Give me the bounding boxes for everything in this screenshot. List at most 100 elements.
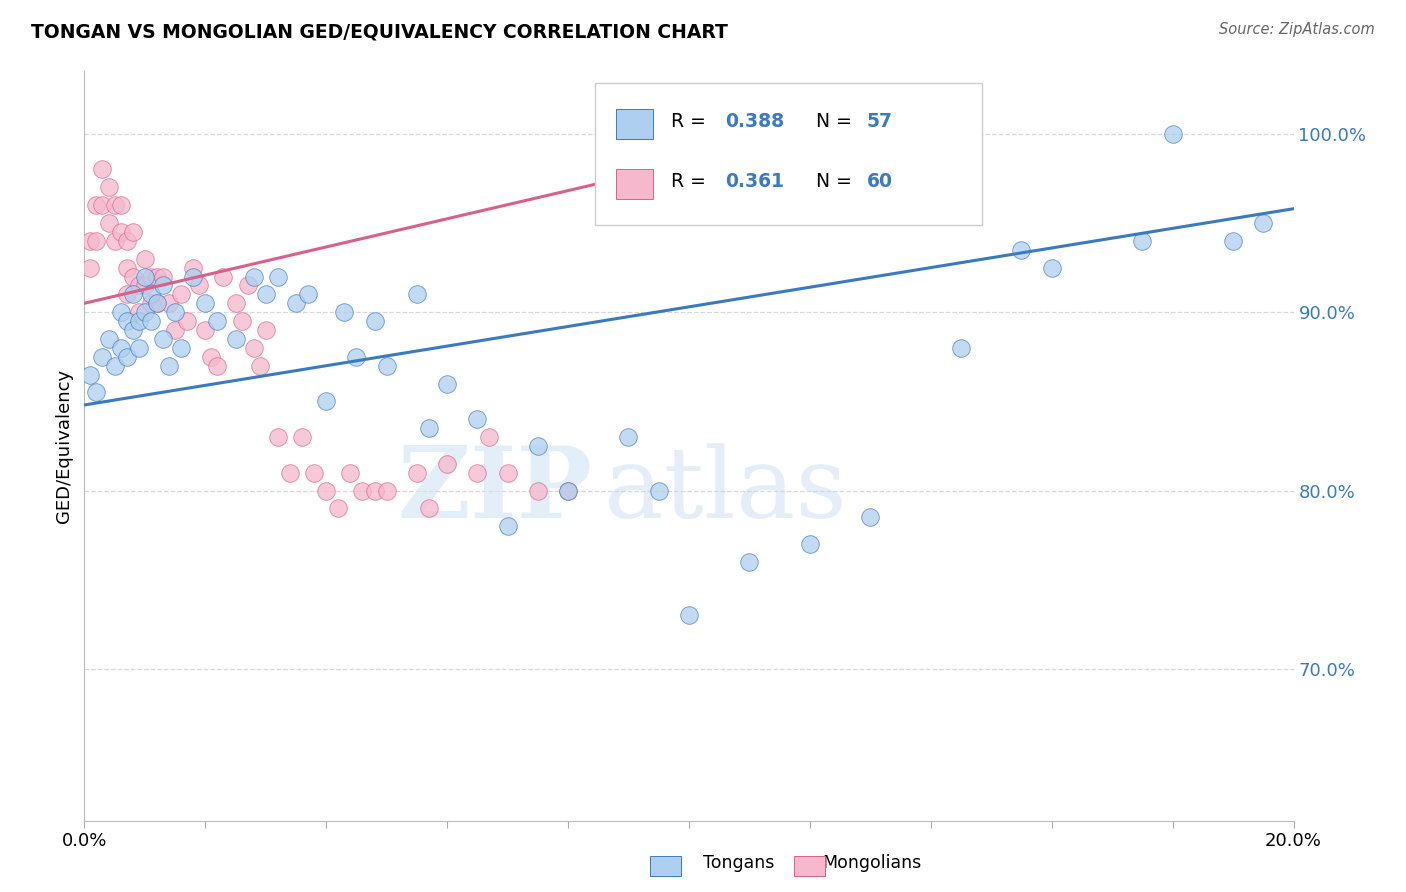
- Point: [181, 269, 204, 284]
- Point: [467, 466, 489, 480]
- Point: [254, 323, 277, 337]
- Point: [128, 314, 150, 328]
- Point: [478, 430, 501, 444]
- Point: [236, 278, 259, 293]
- Point: [165, 323, 187, 337]
- Point: [121, 225, 143, 239]
- Point: [527, 483, 550, 498]
- Point: [375, 483, 398, 498]
- Point: [375, 359, 398, 373]
- Point: [139, 287, 162, 301]
- Point: [146, 296, 169, 310]
- Point: [1040, 260, 1063, 275]
- Text: R =: R =: [671, 172, 711, 191]
- Text: 0.388: 0.388: [725, 112, 785, 131]
- Point: [134, 269, 156, 284]
- Point: [194, 323, 217, 337]
- Point: [254, 287, 277, 301]
- Point: [115, 350, 138, 364]
- Point: [115, 260, 138, 275]
- Point: [242, 341, 264, 355]
- Point: [91, 198, 114, 212]
- Point: [352, 483, 374, 498]
- Point: [467, 412, 489, 426]
- Point: [165, 305, 187, 319]
- Point: [363, 314, 385, 328]
- Text: atlas: atlas: [605, 443, 846, 539]
- Point: [406, 287, 429, 301]
- Point: [139, 269, 162, 284]
- Point: [297, 287, 319, 301]
- Point: [110, 305, 132, 319]
- Point: [188, 278, 211, 293]
- Point: [121, 287, 143, 301]
- Point: [436, 376, 458, 391]
- Point: [110, 225, 132, 239]
- Point: [346, 350, 368, 364]
- Point: [110, 198, 132, 212]
- Point: [134, 305, 156, 319]
- Point: [278, 466, 301, 480]
- Text: Tongans: Tongans: [703, 855, 775, 872]
- Point: [212, 269, 235, 284]
- Text: 57: 57: [866, 112, 893, 131]
- Point: [115, 287, 138, 301]
- Point: [146, 296, 169, 310]
- Point: [225, 296, 247, 310]
- Point: [648, 483, 671, 498]
- Point: [1161, 127, 1184, 141]
- Point: [86, 198, 108, 212]
- Point: [200, 350, 222, 364]
- Point: [157, 296, 180, 310]
- Point: [225, 332, 247, 346]
- Point: [134, 252, 156, 266]
- Text: ZIP: ZIP: [398, 442, 592, 540]
- Point: [110, 341, 132, 355]
- Point: [157, 359, 180, 373]
- Point: [152, 332, 174, 346]
- Point: [152, 278, 174, 293]
- Point: [79, 260, 101, 275]
- Point: [170, 287, 193, 301]
- Point: [170, 341, 193, 355]
- Point: [194, 296, 217, 310]
- Point: [315, 483, 337, 498]
- Point: [418, 501, 440, 516]
- Point: [738, 555, 761, 569]
- Point: [91, 350, 114, 364]
- Point: [678, 608, 700, 623]
- Point: [527, 439, 550, 453]
- Point: [617, 430, 640, 444]
- Point: [249, 359, 271, 373]
- Point: [97, 180, 120, 194]
- Point: [1130, 234, 1153, 248]
- Point: [152, 269, 174, 284]
- Point: [139, 296, 162, 310]
- Text: R =: R =: [671, 112, 711, 131]
- Point: [328, 501, 350, 516]
- Text: N =: N =: [815, 172, 858, 191]
- Text: N =: N =: [815, 112, 858, 131]
- Point: [121, 269, 143, 284]
- Point: [333, 305, 356, 319]
- Point: [176, 314, 198, 328]
- Point: [115, 234, 138, 248]
- Point: [496, 519, 519, 533]
- Point: [121, 323, 143, 337]
- Point: [207, 359, 229, 373]
- Point: [557, 483, 579, 498]
- Y-axis label: GED/Equivalency: GED/Equivalency: [55, 369, 73, 523]
- Point: [315, 394, 337, 409]
- Point: [418, 421, 440, 435]
- Point: [363, 483, 385, 498]
- Point: [1011, 243, 1033, 257]
- Point: [859, 510, 882, 524]
- Point: [128, 278, 150, 293]
- Point: [339, 466, 361, 480]
- Point: [302, 466, 325, 480]
- Text: TONGAN VS MONGOLIAN GED/EQUIVALENCY CORRELATION CHART: TONGAN VS MONGOLIAN GED/EQUIVALENCY CORR…: [31, 22, 728, 41]
- Text: Mongolians: Mongolians: [823, 855, 922, 872]
- Point: [1253, 216, 1275, 230]
- FancyBboxPatch shape: [616, 109, 652, 139]
- Point: [799, 537, 821, 551]
